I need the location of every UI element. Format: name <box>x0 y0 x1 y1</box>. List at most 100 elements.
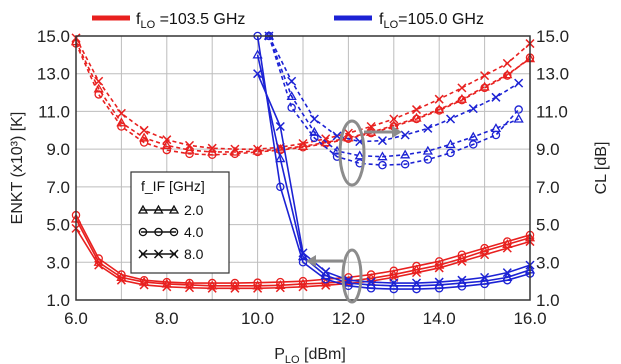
data-point <box>366 277 376 287</box>
data-point <box>117 270 126 279</box>
data-point <box>389 114 399 124</box>
y-right-tick-label: 11.0 <box>536 102 568 121</box>
data-point <box>185 149 194 159</box>
data-point <box>94 260 104 270</box>
data-point <box>411 268 422 278</box>
data-point <box>502 243 512 253</box>
data-point <box>514 78 524 88</box>
data-point <box>230 149 240 159</box>
data-point <box>468 140 478 149</box>
data-point <box>230 278 240 288</box>
y-left-tick-label: 11.0 <box>38 102 70 121</box>
series-group <box>70 30 536 294</box>
data-point <box>321 267 331 277</box>
data-point <box>434 277 444 287</box>
x-tick-label: 8.0 <box>155 309 179 328</box>
data-point <box>162 277 172 287</box>
data-point <box>434 263 444 273</box>
data-point <box>207 278 217 288</box>
data-point <box>298 258 308 267</box>
legend-if-label: 2.0 <box>184 202 204 218</box>
data-point <box>230 144 240 154</box>
data-point <box>298 248 308 258</box>
data-point <box>117 122 126 131</box>
data-point <box>354 150 365 160</box>
legend-if-marker <box>153 204 164 214</box>
data-point <box>309 114 319 124</box>
series-blue-cl-triangle <box>263 30 524 161</box>
data-point <box>480 250 490 260</box>
series-blue-cl-x <box>264 31 524 147</box>
y-right-tick-label: 3.0 <box>536 253 560 272</box>
data-point <box>287 103 296 112</box>
data-point <box>434 257 444 266</box>
y-right-tick-label: 13.0 <box>536 65 569 84</box>
y-left-tick-label: 13.0 <box>37 65 70 84</box>
y-left-tick-label: 5.0 <box>46 216 70 235</box>
y-right-tick-label: 9.0 <box>536 140 560 159</box>
y-right-tick-label: 1.0 <box>536 291 560 310</box>
legend-if-title: f_IF [GHz] <box>141 178 205 194</box>
data-point <box>457 282 467 291</box>
right-arrow-head <box>392 126 402 138</box>
legend-if-marker <box>168 204 180 214</box>
data-point <box>457 275 467 285</box>
data-point <box>184 140 195 150</box>
data-point <box>513 113 524 123</box>
data-point <box>480 71 490 81</box>
y-right-tick-label: 7.0 <box>536 178 560 197</box>
data-point <box>138 132 150 142</box>
data-point <box>298 276 308 286</box>
data-point <box>309 126 320 136</box>
data-point <box>446 148 455 158</box>
legend-lo: fLO =103.5 GHz fLO=105.0 GHz <box>92 11 484 31</box>
y-left-tick-label: 1.0 <box>46 291 70 310</box>
series-line <box>256 35 531 290</box>
data-point <box>139 275 149 285</box>
data-point <box>480 83 489 93</box>
x-tick-label: 14.0 <box>423 309 456 328</box>
data-point <box>389 278 399 288</box>
legend-if-label: 4.0 <box>184 224 204 240</box>
legend-if-marker <box>138 227 148 237</box>
series-line <box>75 43 531 156</box>
data-point <box>378 160 387 170</box>
legend-if-entry-circle: 4.0 <box>138 224 204 240</box>
data-point <box>310 133 319 143</box>
data-point <box>253 278 262 287</box>
data-point <box>503 237 512 246</box>
data-point <box>434 106 444 115</box>
data-point <box>434 94 444 104</box>
data-point <box>366 121 376 132</box>
legend-if: f_IF [GHz] 2.0 4.0 8.0 <box>130 171 230 274</box>
data-point <box>298 282 308 292</box>
data-point <box>343 128 353 138</box>
data-point <box>502 268 512 278</box>
data-point <box>94 90 103 99</box>
data-point <box>491 130 501 140</box>
legend-if-marker <box>169 227 179 237</box>
data-point <box>400 130 410 140</box>
data-point <box>400 149 411 159</box>
series-line <box>268 35 520 166</box>
y-left-tick-label: 9.0 <box>46 140 70 159</box>
data-point <box>139 125 149 135</box>
data-point <box>422 145 433 155</box>
data-point <box>343 132 354 142</box>
data-point <box>480 243 489 253</box>
data-point <box>411 112 422 122</box>
data-point <box>491 92 501 102</box>
legend-if-entries: 2.0 4.0 8.0 <box>137 202 204 262</box>
series-line <box>75 41 531 153</box>
x-tick-label: 10.0 <box>241 309 274 328</box>
data-point <box>456 93 468 103</box>
data-point <box>468 131 479 141</box>
data-point <box>207 283 217 293</box>
data-point <box>207 143 217 153</box>
series-red-enkt-circle <box>71 210 535 288</box>
data-point <box>162 135 172 145</box>
series-blue-enkt-x <box>253 69 535 288</box>
data-point <box>412 284 421 294</box>
data-point <box>298 138 308 149</box>
data-point <box>185 278 194 288</box>
